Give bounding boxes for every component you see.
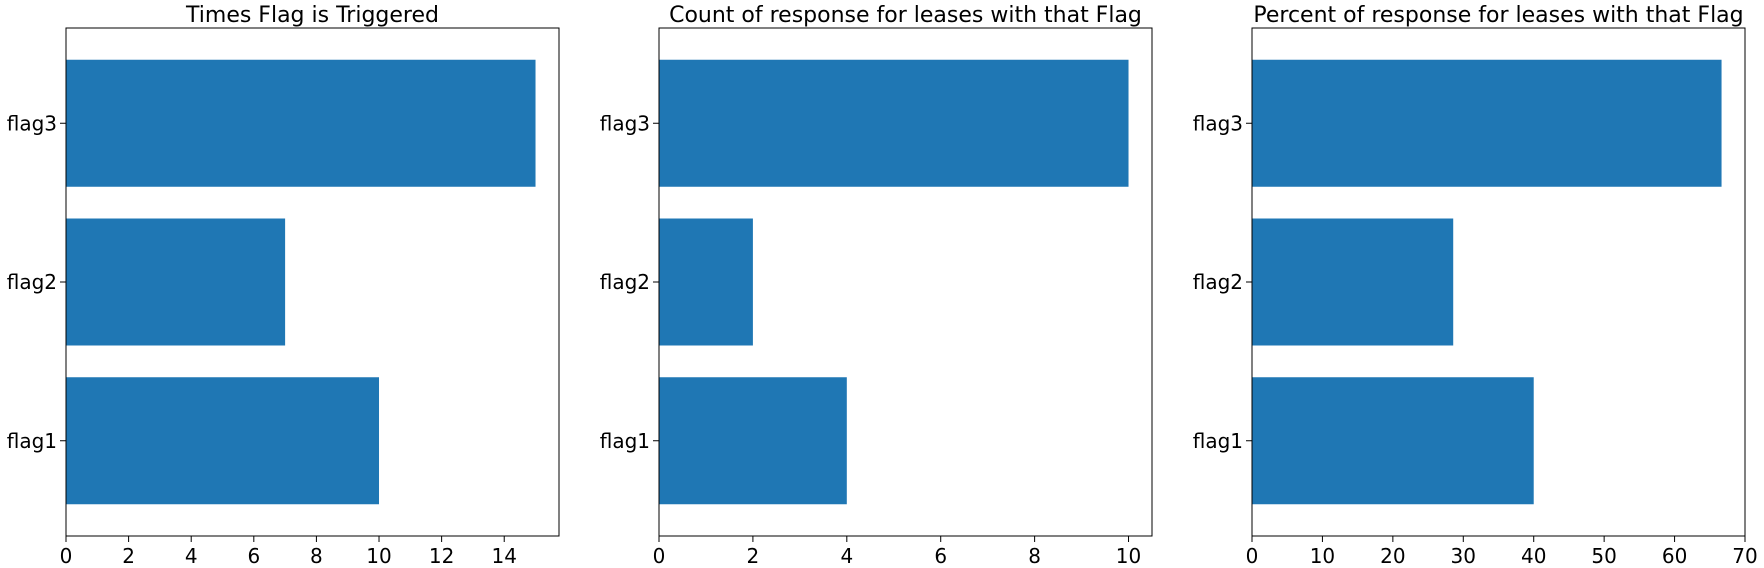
chart-panel-2: 0 2 4 6 8 10 flag1 flag2 flag3 Count of response …: [600, 3, 1153, 568]
chart-panel-1: 0 2 4 6 8 10 12 14 flag1 flag2 flag3 Times Flag is …: [7, 3, 560, 568]
chart-panel-3: 0 10 20 30 40 50 60 70 flag1 flag2 flag3 Percent of…: [1193, 3, 1758, 568]
y-tick-label-flag2: flag2: [1193, 270, 1243, 294]
x-tick-label: 10: [1116, 544, 1141, 568]
y-tick-label-flag3: flag3: [600, 111, 650, 135]
x-tick-label: 30: [1451, 544, 1476, 568]
x-tick-label: 0: [653, 544, 666, 568]
bar-flag3: [1252, 59, 1722, 187]
x-tick-label: 4: [840, 544, 853, 568]
chart-title: Percent of response for leases with that…: [1253, 3, 1743, 28]
x-tick-label: 12: [429, 544, 454, 568]
x-tick-label: 10: [1310, 544, 1335, 568]
x-tick-label: 8: [1028, 544, 1041, 568]
x-tick-label: 50: [1591, 544, 1616, 568]
x-tick-label: 0: [1246, 544, 1259, 568]
x-tick-label: 6: [934, 544, 947, 568]
x-tick-label: 60: [1662, 544, 1687, 568]
y-tick-label-flag2: flag2: [600, 270, 650, 294]
x-tick-label: 14: [491, 544, 516, 568]
x-tick-label: 2: [747, 544, 760, 568]
x-tick-label: 70: [1732, 544, 1757, 568]
x-tick-label: 20: [1380, 544, 1405, 568]
x-tick-label: 10: [366, 544, 391, 568]
y-tick-label-flag1: flag1: [1193, 429, 1243, 453]
y-tick-label-flag2: flag2: [7, 270, 57, 294]
x-tick-label: 2: [122, 544, 135, 568]
x-tick-label: 0: [60, 544, 73, 568]
chart-title: Times Flag is Triggered: [185, 3, 439, 28]
y-tick-label-flag1: flag1: [600, 429, 650, 453]
bar-flag3: [659, 59, 1129, 187]
bar-flag2: [66, 218, 286, 346]
x-tick-label: 6: [247, 544, 260, 568]
bar-flag1: [659, 377, 847, 505]
bar-flag1: [66, 377, 380, 505]
bar-flag2: [1252, 218, 1454, 346]
x-tick-label: 4: [185, 544, 198, 568]
y-tick-label-flag1: flag1: [7, 429, 57, 453]
chart-title: Count of response for leases with that F…: [669, 3, 1142, 28]
x-tick-label: 8: [310, 544, 323, 568]
bar-flag3: [66, 59, 536, 187]
bar-flag1: [1252, 377, 1534, 505]
y-tick-label-flag3: flag3: [1193, 111, 1243, 135]
bar-flag2: [659, 218, 753, 346]
y-tick-label-flag3: flag3: [7, 111, 57, 135]
x-tick-label: 40: [1521, 544, 1546, 568]
